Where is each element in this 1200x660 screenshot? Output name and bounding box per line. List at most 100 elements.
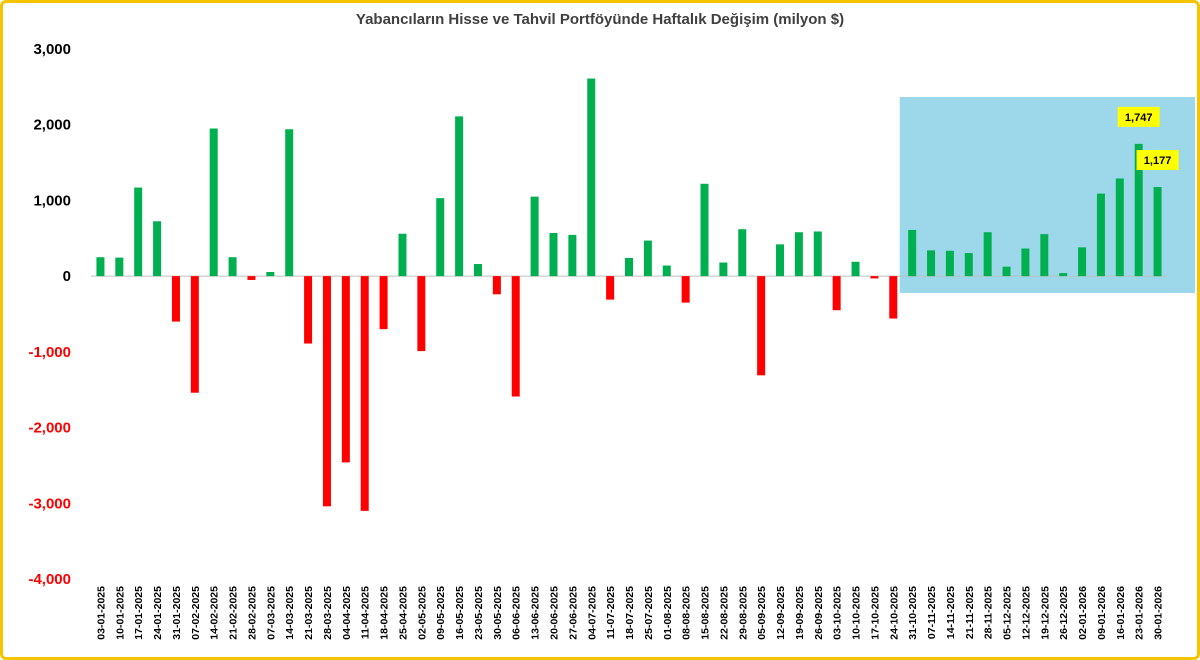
bar-02-05-2025 — [417, 276, 426, 352]
bar-10-10-2025 — [851, 261, 860, 277]
bar-28-03-2025 — [322, 276, 331, 507]
bar-19-09-2025 — [794, 232, 803, 277]
bar-06-06-2025 — [511, 276, 520, 397]
x-tick-label: 05-09-2025 — [756, 586, 768, 640]
x-tick-label: 23-01-2026 — [1134, 586, 1146, 640]
bar-18-04-2025 — [379, 276, 388, 330]
x-tick-label: 30-01-2026 — [1153, 586, 1165, 640]
bar-24-01-2025 — [153, 221, 162, 277]
bar-11-07-2025 — [606, 276, 615, 300]
y-tick-label: -4,000 — [28, 571, 71, 588]
bar-30-01-2026 — [1153, 187, 1162, 277]
x-tick-label: 04-07-2025 — [586, 586, 598, 640]
bar-07-02-2025 — [190, 276, 199, 393]
bar-25-04-2025 — [398, 233, 407, 277]
bar-28-11-2025 — [983, 232, 992, 277]
bar-15-08-2025 — [700, 183, 709, 277]
x-tick-label: 05-12-2025 — [1002, 586, 1014, 640]
data-label: 1,177 — [1144, 155, 1172, 167]
x-tick-label: 10-10-2025 — [851, 586, 863, 640]
x-tick-label: 12-09-2025 — [775, 586, 787, 640]
bar-31-10-2025 — [908, 229, 917, 277]
bar-29-08-2025 — [738, 229, 747, 277]
bar-21-11-2025 — [964, 253, 973, 277]
x-tick-label: 22-08-2025 — [718, 586, 730, 640]
data-label-bg — [1117, 106, 1160, 127]
bar-07-03-2025 — [266, 271, 275, 277]
bar-01-08-2025 — [662, 265, 671, 277]
bar-04-04-2025 — [341, 276, 350, 463]
x-tick-label: 16-01-2026 — [1115, 586, 1127, 640]
x-tick-label: 08-08-2025 — [681, 586, 693, 640]
bar-14-03-2025 — [285, 129, 294, 277]
x-tick-label: 23-05-2025 — [473, 586, 485, 640]
x-tick-label: 18-07-2025 — [624, 586, 636, 640]
x-tick-label: 14-11-2025 — [945, 586, 957, 639]
x-tick-label: 28-11-2025 — [983, 586, 995, 639]
x-tick-label: 31-10-2025 — [907, 586, 919, 640]
bar-16-05-2025 — [455, 116, 464, 277]
x-tick-label: 02-01-2026 — [1077, 586, 1089, 640]
bar-26-12-2025 — [1059, 273, 1068, 277]
x-tick-label: 26-12-2025 — [1058, 586, 1070, 640]
bar-28-02-2025 — [247, 276, 256, 280]
bar-08-08-2025 — [681, 276, 690, 303]
y-tick-label: -1,000 — [28, 344, 71, 361]
bar-31-01-2025 — [171, 276, 180, 322]
data-label: 1,747 — [1125, 112, 1153, 124]
chart-title: Yabancıların Hisse ve Tahvil Portföyünde… — [356, 11, 844, 28]
bar-16-01-2026 — [1115, 178, 1124, 277]
x-tick-label: 14-02-2025 — [209, 586, 221, 640]
x-tick-label: 28-02-2025 — [246, 586, 258, 640]
bar-21-03-2025 — [304, 276, 313, 344]
bar-12-12-2025 — [1021, 248, 1030, 277]
x-tick-label: 29-08-2025 — [737, 586, 749, 640]
bar-24-10-2025 — [889, 276, 898, 319]
y-tick-label: -3,000 — [28, 495, 71, 512]
bar-04-07-2025 — [587, 78, 596, 277]
x-tick-label: 18-04-2025 — [379, 586, 391, 640]
x-tick-label: 21-11-2025 — [964, 586, 976, 639]
x-tick-label: 28-03-2025 — [322, 586, 334, 640]
bar-13-06-2025 — [530, 196, 539, 277]
bar-14-11-2025 — [945, 250, 954, 277]
bar-02-01-2026 — [1078, 247, 1087, 277]
bar-17-10-2025 — [870, 276, 879, 279]
x-tick-label: 24-10-2025 — [888, 586, 900, 640]
x-tick-label: 11-04-2025 — [360, 586, 372, 639]
y-tick-label: 0 — [63, 268, 71, 285]
x-tick-label: 13-06-2025 — [530, 586, 542, 640]
x-tick-label: 07-03-2025 — [265, 586, 277, 640]
bar-21-02-2025 — [228, 257, 237, 277]
bar-09-01-2026 — [1096, 193, 1105, 277]
x-tick-label: 30-05-2025 — [492, 586, 504, 640]
x-tick-label: 10-01-2025 — [114, 586, 126, 640]
x-tick-label: 03-01-2025 — [95, 586, 107, 640]
bar-18-07-2025 — [625, 257, 633, 277]
data-label-bg — [1136, 150, 1179, 171]
x-tick-label: 11-07-2025 — [605, 586, 617, 639]
x-tick-label: 27-06-2025 — [567, 586, 579, 640]
x-tick-label: 21-02-2025 — [228, 586, 240, 640]
x-tick-label: 07-11-2025 — [926, 586, 938, 639]
x-tick-label: 26-09-2025 — [813, 586, 825, 640]
x-tick-label: 03-10-2025 — [832, 586, 844, 640]
bar-05-09-2025 — [757, 276, 766, 376]
x-tick-label: 21-03-2025 — [303, 586, 315, 640]
bar-20-06-2025 — [549, 232, 558, 277]
x-tick-label: 01-08-2025 — [662, 586, 674, 640]
bar-09-05-2025 — [436, 198, 445, 277]
bar-14-02-2025 — [209, 128, 218, 277]
bar-12-09-2025 — [776, 244, 785, 277]
bar-07-11-2025 — [927, 250, 936, 277]
x-tick-label: 04-04-2025 — [341, 586, 353, 640]
x-tick-label: 17-01-2025 — [133, 586, 145, 640]
bar-10-01-2025 — [115, 257, 124, 277]
bar-17-01-2025 — [134, 187, 143, 277]
x-tick-label: 09-05-2025 — [435, 586, 447, 640]
y-tick-label: 3,000 — [33, 41, 71, 58]
x-tick-label: 16-05-2025 — [454, 586, 466, 640]
bar-23-05-2025 — [473, 264, 482, 277]
bar-26-09-2025 — [813, 231, 822, 277]
